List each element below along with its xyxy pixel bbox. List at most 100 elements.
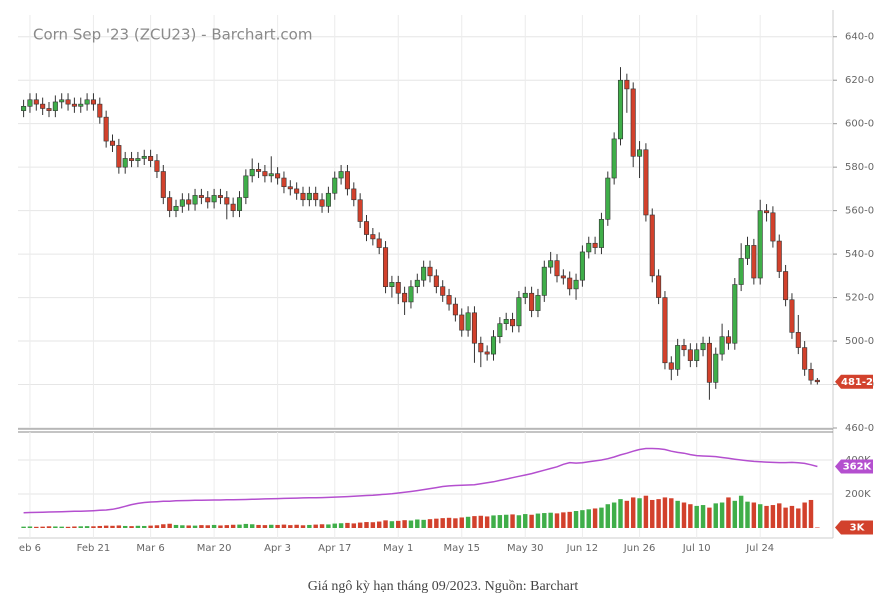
volume-bar: [465, 516, 471, 528]
candle-body: [275, 173, 281, 179]
volume-bar: [802, 502, 807, 528]
candle-body: [548, 260, 554, 268]
candle-body: [732, 284, 738, 344]
candle-body: [408, 286, 414, 303]
candle-body: [567, 277, 573, 290]
candle-body: [592, 242, 598, 248]
volume-bar: [383, 520, 388, 528]
candle-body: [529, 292, 535, 311]
candle-body: [744, 245, 751, 259]
volume-bar: [726, 497, 731, 528]
volume-bar: [592, 508, 598, 528]
volume-bar: [567, 511, 572, 528]
candle-body: [249, 169, 255, 177]
candle-body: [357, 199, 363, 222]
volume-bar: [326, 524, 331, 528]
volume-bar: [611, 502, 617, 528]
candle-body: [173, 205, 179, 211]
volume-bar: [548, 512, 553, 528]
candle-body: [148, 155, 154, 161]
y2-tick-label: 200K: [845, 489, 871, 500]
volume-bar: [332, 523, 337, 528]
candle-body: [186, 199, 192, 205]
volume-bar: [40, 526, 45, 528]
candle-body: [65, 99, 71, 105]
volume-bar: [637, 498, 642, 528]
candle-body: [306, 192, 312, 201]
volume-bar: [681, 502, 687, 528]
volume-bar: [688, 504, 693, 528]
volume-bar: [237, 524, 242, 528]
grid: [18, 15, 837, 538]
open-interest-last-label: 362K: [843, 461, 873, 472]
x-tick-label: May 1: [383, 543, 413, 554]
volume-bar: [218, 525, 223, 528]
candle-body: [300, 192, 306, 201]
volume-bar: [764, 505, 769, 528]
volume-bar: [370, 522, 376, 528]
volume-bar: [415, 519, 420, 528]
volume-bar: [529, 514, 534, 528]
candle-body: [516, 297, 522, 327]
candle-body: [294, 188, 300, 194]
candle-body: [465, 312, 471, 331]
volume-bar: [751, 502, 757, 528]
candle-body: [122, 158, 128, 168]
volume-bar: [510, 514, 515, 528]
candle-body: [167, 197, 173, 211]
candle-body: [427, 266, 433, 277]
candle-body: [446, 295, 452, 305]
candle-body: [135, 158, 141, 161]
volume-bar: [167, 523, 172, 528]
candle-body: [160, 171, 166, 198]
candle-body: [319, 199, 325, 207]
candle-body: [198, 195, 204, 198]
volume-bar: [262, 525, 268, 528]
candle-body: [414, 279, 420, 288]
candle-body: [668, 362, 674, 370]
candle-body: [605, 177, 611, 220]
candle-body: [789, 299, 795, 333]
volume-bar: [732, 500, 738, 528]
x-tick-label: May 30: [507, 543, 544, 554]
volume-bar: [656, 499, 661, 528]
candle-body: [522, 292, 528, 298]
labels: 460-0480-0500-0520-0540-0560-0580-0600-0…: [19, 32, 874, 554]
candle-body: [332, 177, 338, 194]
candle-body: [224, 197, 230, 205]
candle-body: [783, 271, 789, 301]
volume-bar: [586, 509, 591, 528]
volume-bar: [129, 526, 134, 528]
candle-body: [471, 312, 477, 344]
candle-body: [617, 79, 624, 140]
volume-bar: [643, 495, 649, 528]
candle-body: [370, 234, 376, 240]
volume-bar: [573, 511, 579, 528]
volume-bar: [446, 517, 452, 528]
candle-body: [624, 79, 630, 90]
volume-bar: [110, 525, 115, 528]
volume-bar: [224, 525, 230, 528]
volume-bar: [97, 525, 103, 528]
candle-body: [27, 99, 33, 107]
volume-bar: [745, 501, 750, 528]
volume-bar: [497, 515, 503, 528]
candle-body: [694, 349, 700, 361]
candle-body: [586, 242, 592, 253]
candle-body: [433, 275, 439, 288]
volume-bar: [338, 523, 344, 528]
volume-last-label: 3K: [850, 522, 866, 533]
open-interest-line: [23, 447, 818, 514]
candle-body: [675, 345, 681, 370]
volume-bar: [554, 513, 560, 528]
candle-body: [344, 171, 350, 190]
candle-body: [97, 103, 103, 118]
candle-body: [459, 314, 465, 331]
volume-bar: [122, 525, 128, 528]
x-tick-label: Mar 6: [136, 543, 164, 554]
candle-body: [116, 145, 122, 168]
candle-body: [33, 99, 39, 105]
volume-bar: [669, 498, 674, 528]
candle-body: [541, 266, 547, 296]
volume-bar: [700, 505, 706, 528]
